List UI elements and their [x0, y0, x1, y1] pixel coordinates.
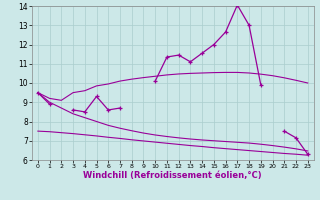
X-axis label: Windchill (Refroidissement éolien,°C): Windchill (Refroidissement éolien,°C): [84, 171, 262, 180]
